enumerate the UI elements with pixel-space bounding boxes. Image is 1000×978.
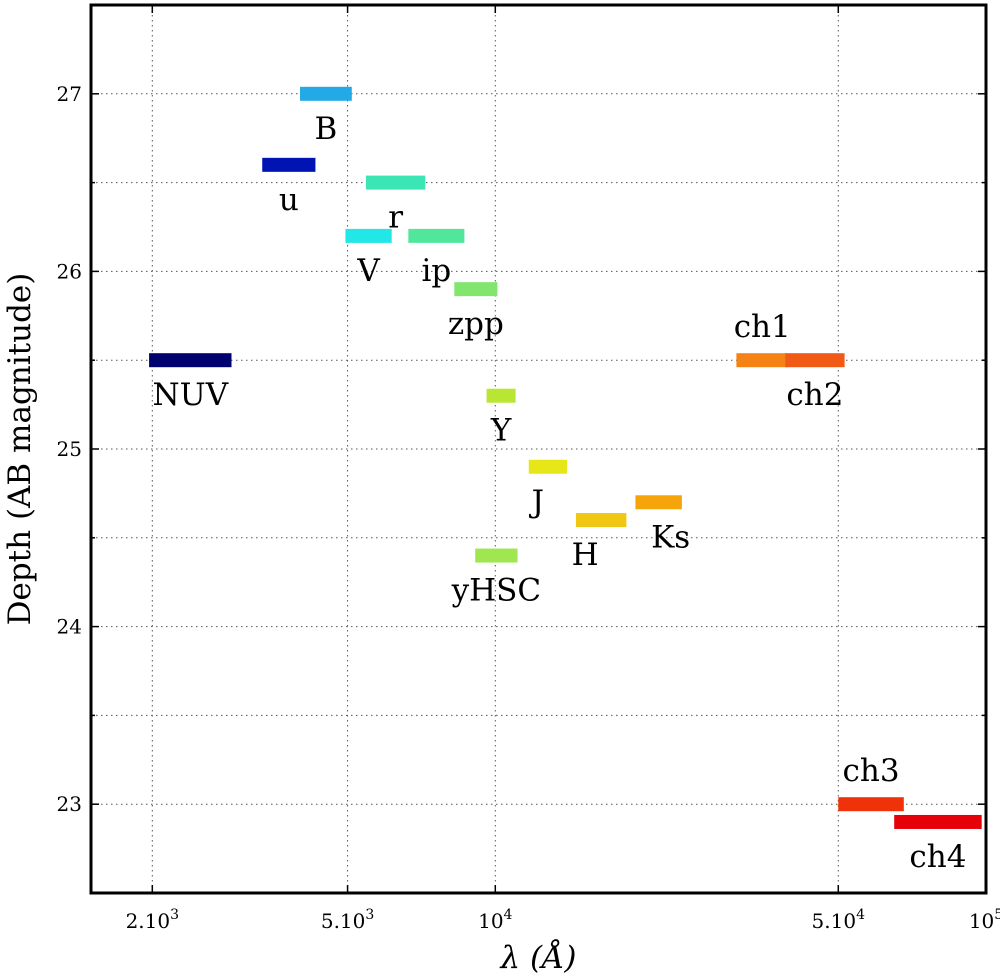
band-bar-ch2 <box>785 353 845 368</box>
y-tick-label: 24 <box>57 615 82 639</box>
band-bar-r <box>365 175 426 190</box>
band-bar-nuv <box>149 353 232 368</box>
band-label-ch4: ch4 <box>909 839 966 875</box>
band-label-j: J <box>529 484 544 520</box>
band-label-yhsc: yHSC <box>451 573 542 609</box>
band-bar-ch4 <box>894 814 982 829</box>
x-tick-label: 104 <box>478 907 512 933</box>
band-bar-j <box>528 459 568 474</box>
band-label-zpp: zpp <box>448 306 504 342</box>
band-label-ch2: ch2 <box>786 377 843 413</box>
band-label-ip: ip <box>421 253 451 289</box>
band-label-h: H <box>572 537 599 573</box>
axis-tick-labels: 2.103 5.103 104 5.104 105 23 24 25 26 27 <box>57 82 1000 933</box>
band-label-ks: Ks <box>651 519 690 555</box>
band-label-ch1: ch1 <box>734 309 791 345</box>
band-label-b: B <box>315 111 338 147</box>
band-label-v: V <box>356 253 380 289</box>
y-tick-label: 27 <box>57 82 82 106</box>
band-bar-yhsc <box>475 548 518 563</box>
band-bars <box>149 86 982 829</box>
band-bar-h <box>575 513 627 528</box>
band-bar-v <box>345 228 392 243</box>
band-label-y: Y <box>490 413 512 449</box>
y-axis-title: Depth (AB magnitude) <box>2 273 38 626</box>
band-bar-y <box>486 388 516 403</box>
band-bar-b <box>300 86 352 101</box>
band-label-nuv: NUV <box>152 377 228 413</box>
y-tick-label: 25 <box>57 437 82 461</box>
y-tick-label: 26 <box>57 259 82 283</box>
y-tick-label: 23 <box>57 792 82 816</box>
band-label-ch3: ch3 <box>843 753 900 789</box>
band-bar-ks <box>635 495 682 510</box>
x-axis-title: λ (Å) <box>498 938 576 976</box>
x-tick-label: 2.103 <box>126 907 179 933</box>
x-tick-label: 105 <box>969 907 1000 933</box>
band-bar-zpp <box>454 282 498 297</box>
axis-ticks <box>91 4 987 894</box>
band-label-r: r <box>388 200 403 236</box>
band-bar-ch1 <box>736 353 789 368</box>
band-bar-ch3 <box>838 797 904 812</box>
x-tick-label: 5.103 <box>321 907 374 933</box>
band-label-u: u <box>279 182 299 218</box>
band-bar-ip <box>408 228 465 243</box>
band-bar-u <box>262 157 316 172</box>
x-tick-label: 5.104 <box>812 907 866 933</box>
